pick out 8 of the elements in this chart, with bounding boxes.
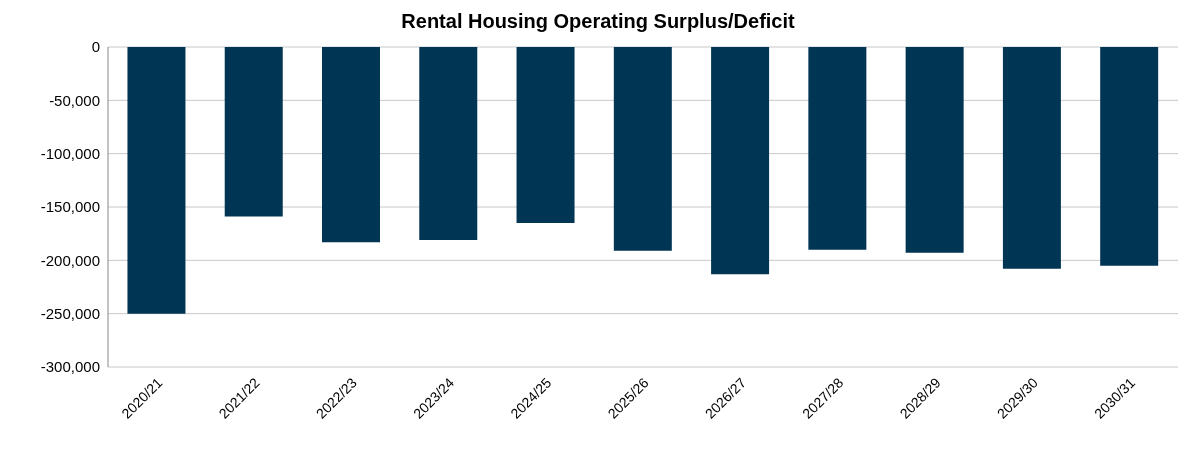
y-tick-label: -100,000	[40, 144, 100, 162]
y-tick-label: -250,000	[40, 304, 100, 322]
chart-title: Rental Housing Operating Surplus/Deficit	[400, 10, 796, 33]
y-tick-label: 0	[91, 38, 100, 56]
y-tick-label: -200,000	[40, 251, 100, 269]
y-tick-label: -150,000	[40, 198, 100, 216]
y-tick-label: -50,000	[49, 91, 100, 109]
y-tick-label: -300,000	[40, 358, 100, 376]
